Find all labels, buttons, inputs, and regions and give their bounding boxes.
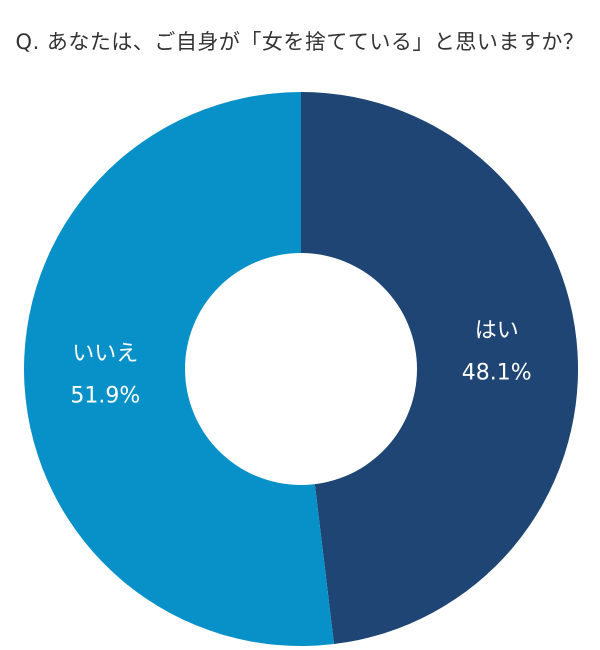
slice-value-yes: 48.1% <box>462 360 532 385</box>
slice-yes <box>301 92 579 645</box>
donut-slices <box>24 92 579 646</box>
slice-no <box>24 92 334 646</box>
slice-value-no: 51.9% <box>70 384 140 409</box>
donut-labels: はい 48.1% いいえ 51.9% <box>70 318 531 408</box>
donut-hole <box>185 253 417 485</box>
slice-label-no: いいえ <box>72 342 138 367</box>
slice-label-yes: はい <box>475 318 519 343</box>
chart-title: Q. あなたは、ご自身が「女を捨てている」と思いますか？ <box>15 30 585 54</box>
